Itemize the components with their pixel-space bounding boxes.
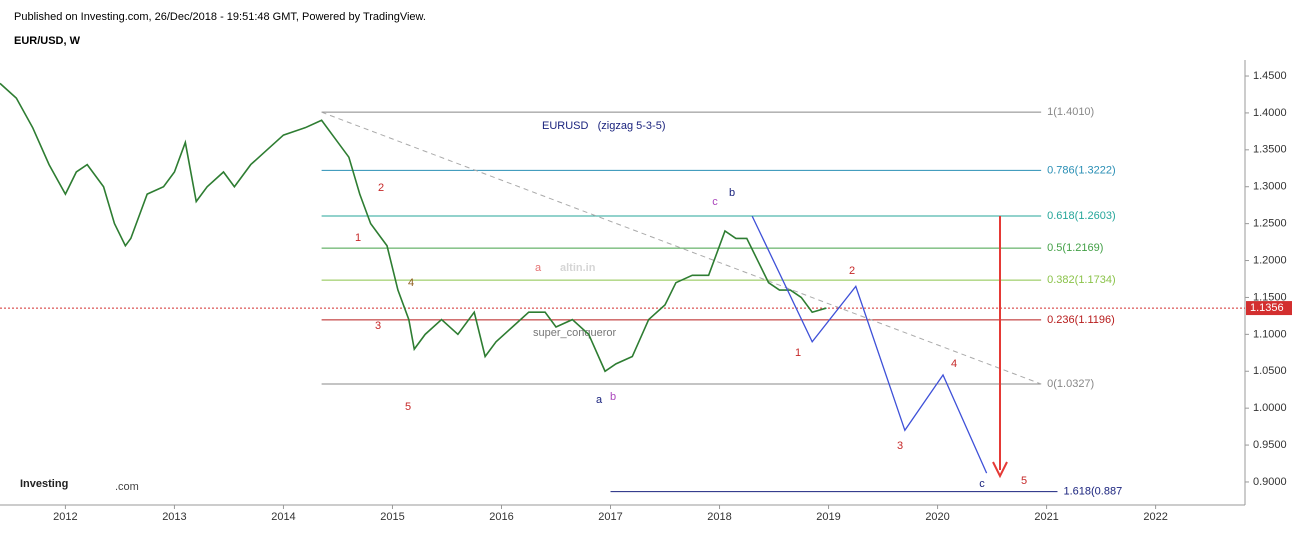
trend-line (321, 111, 1042, 385)
fib-label: 1.618(0.887 (1063, 485, 1122, 497)
wave-label: 5 (1021, 475, 1027, 487)
x-tick-label: 2017 (598, 511, 622, 523)
wave-label: 3 (897, 440, 903, 452)
x-tick-label: 2020 (925, 511, 949, 523)
price-line (0, 82, 827, 373)
wave-label: a (535, 262, 542, 274)
wave-label: 5 (405, 401, 411, 413)
wave-label: b (610, 391, 616, 403)
y-tick-label: 1.1000 (1253, 328, 1287, 340)
chart-title: EURUSD (zigzag 5-3-5) (542, 120, 665, 132)
logo: Investing (20, 478, 68, 490)
y-tick-label: 1.2000 (1253, 254, 1287, 266)
projection-line (751, 215, 988, 474)
wave-label: 1 (355, 232, 361, 244)
y-tick-label: 1.4000 (1253, 107, 1287, 119)
x-tick-label: 2013 (162, 511, 186, 523)
logo-suffix: .com (115, 481, 139, 493)
wave-label: c (979, 478, 985, 490)
x-tick-label: 2015 (380, 511, 404, 523)
fib-label: 0.618(1.2603) (1047, 210, 1116, 222)
symbol: EUR/USD, W (14, 35, 81, 47)
fib-label: 0.382(1.1734) (1047, 274, 1116, 286)
y-tick-label: 0.9000 (1253, 476, 1287, 488)
x-tick-label: 2012 (53, 511, 77, 523)
wave-label: b (729, 187, 735, 199)
wave-label: 2 (378, 182, 384, 194)
watermark: super_conqueror (533, 327, 617, 339)
watermark: altin.in (560, 262, 596, 274)
x-tick-label: 2014 (271, 511, 295, 523)
wave-label: 2 (849, 265, 855, 277)
y-tick-label: 1.4500 (1253, 70, 1287, 82)
x-tick-label: 2019 (816, 511, 840, 523)
fib-label: 0(1.0327) (1047, 378, 1094, 390)
y-tick-label: 1.3000 (1253, 181, 1287, 193)
y-tick-label: 1.0000 (1253, 402, 1287, 414)
published-note: Published on Investing.com, 26/Dec/2018 … (14, 11, 426, 23)
wave-label: 3 (375, 320, 381, 332)
wave-label: 4 (951, 358, 957, 370)
last-price-box (1246, 301, 1292, 316)
y-tick-label: 1.3500 (1253, 144, 1287, 156)
y-tick-label: 0.9500 (1253, 439, 1287, 451)
x-tick-label: 2016 (489, 511, 513, 523)
last-price-label: 1.1356 (1250, 302, 1284, 314)
fib-label: 0.5(1.2169) (1047, 242, 1103, 254)
fib-label: 1(1.4010) (1047, 106, 1094, 118)
fib-label: 0.786(1.3222) (1047, 164, 1116, 176)
y-tick-label: 1.2500 (1253, 218, 1287, 230)
wave-label: c (712, 196, 718, 208)
y-tick-label: 1.0500 (1253, 365, 1287, 377)
y-tick-label: 1.1500 (1253, 291, 1287, 303)
x-tick-label: 2018 (707, 511, 731, 523)
wave-label: 4 (408, 277, 414, 289)
fib-label: 0.236(1.1196) (1047, 314, 1115, 326)
wave-label: a (596, 394, 603, 406)
x-tick-label: 2022 (1143, 511, 1167, 523)
x-tick-label: 2021 (1034, 511, 1058, 523)
wave-label: 1 (795, 347, 801, 359)
target-arrowhead (992, 461, 1008, 479)
